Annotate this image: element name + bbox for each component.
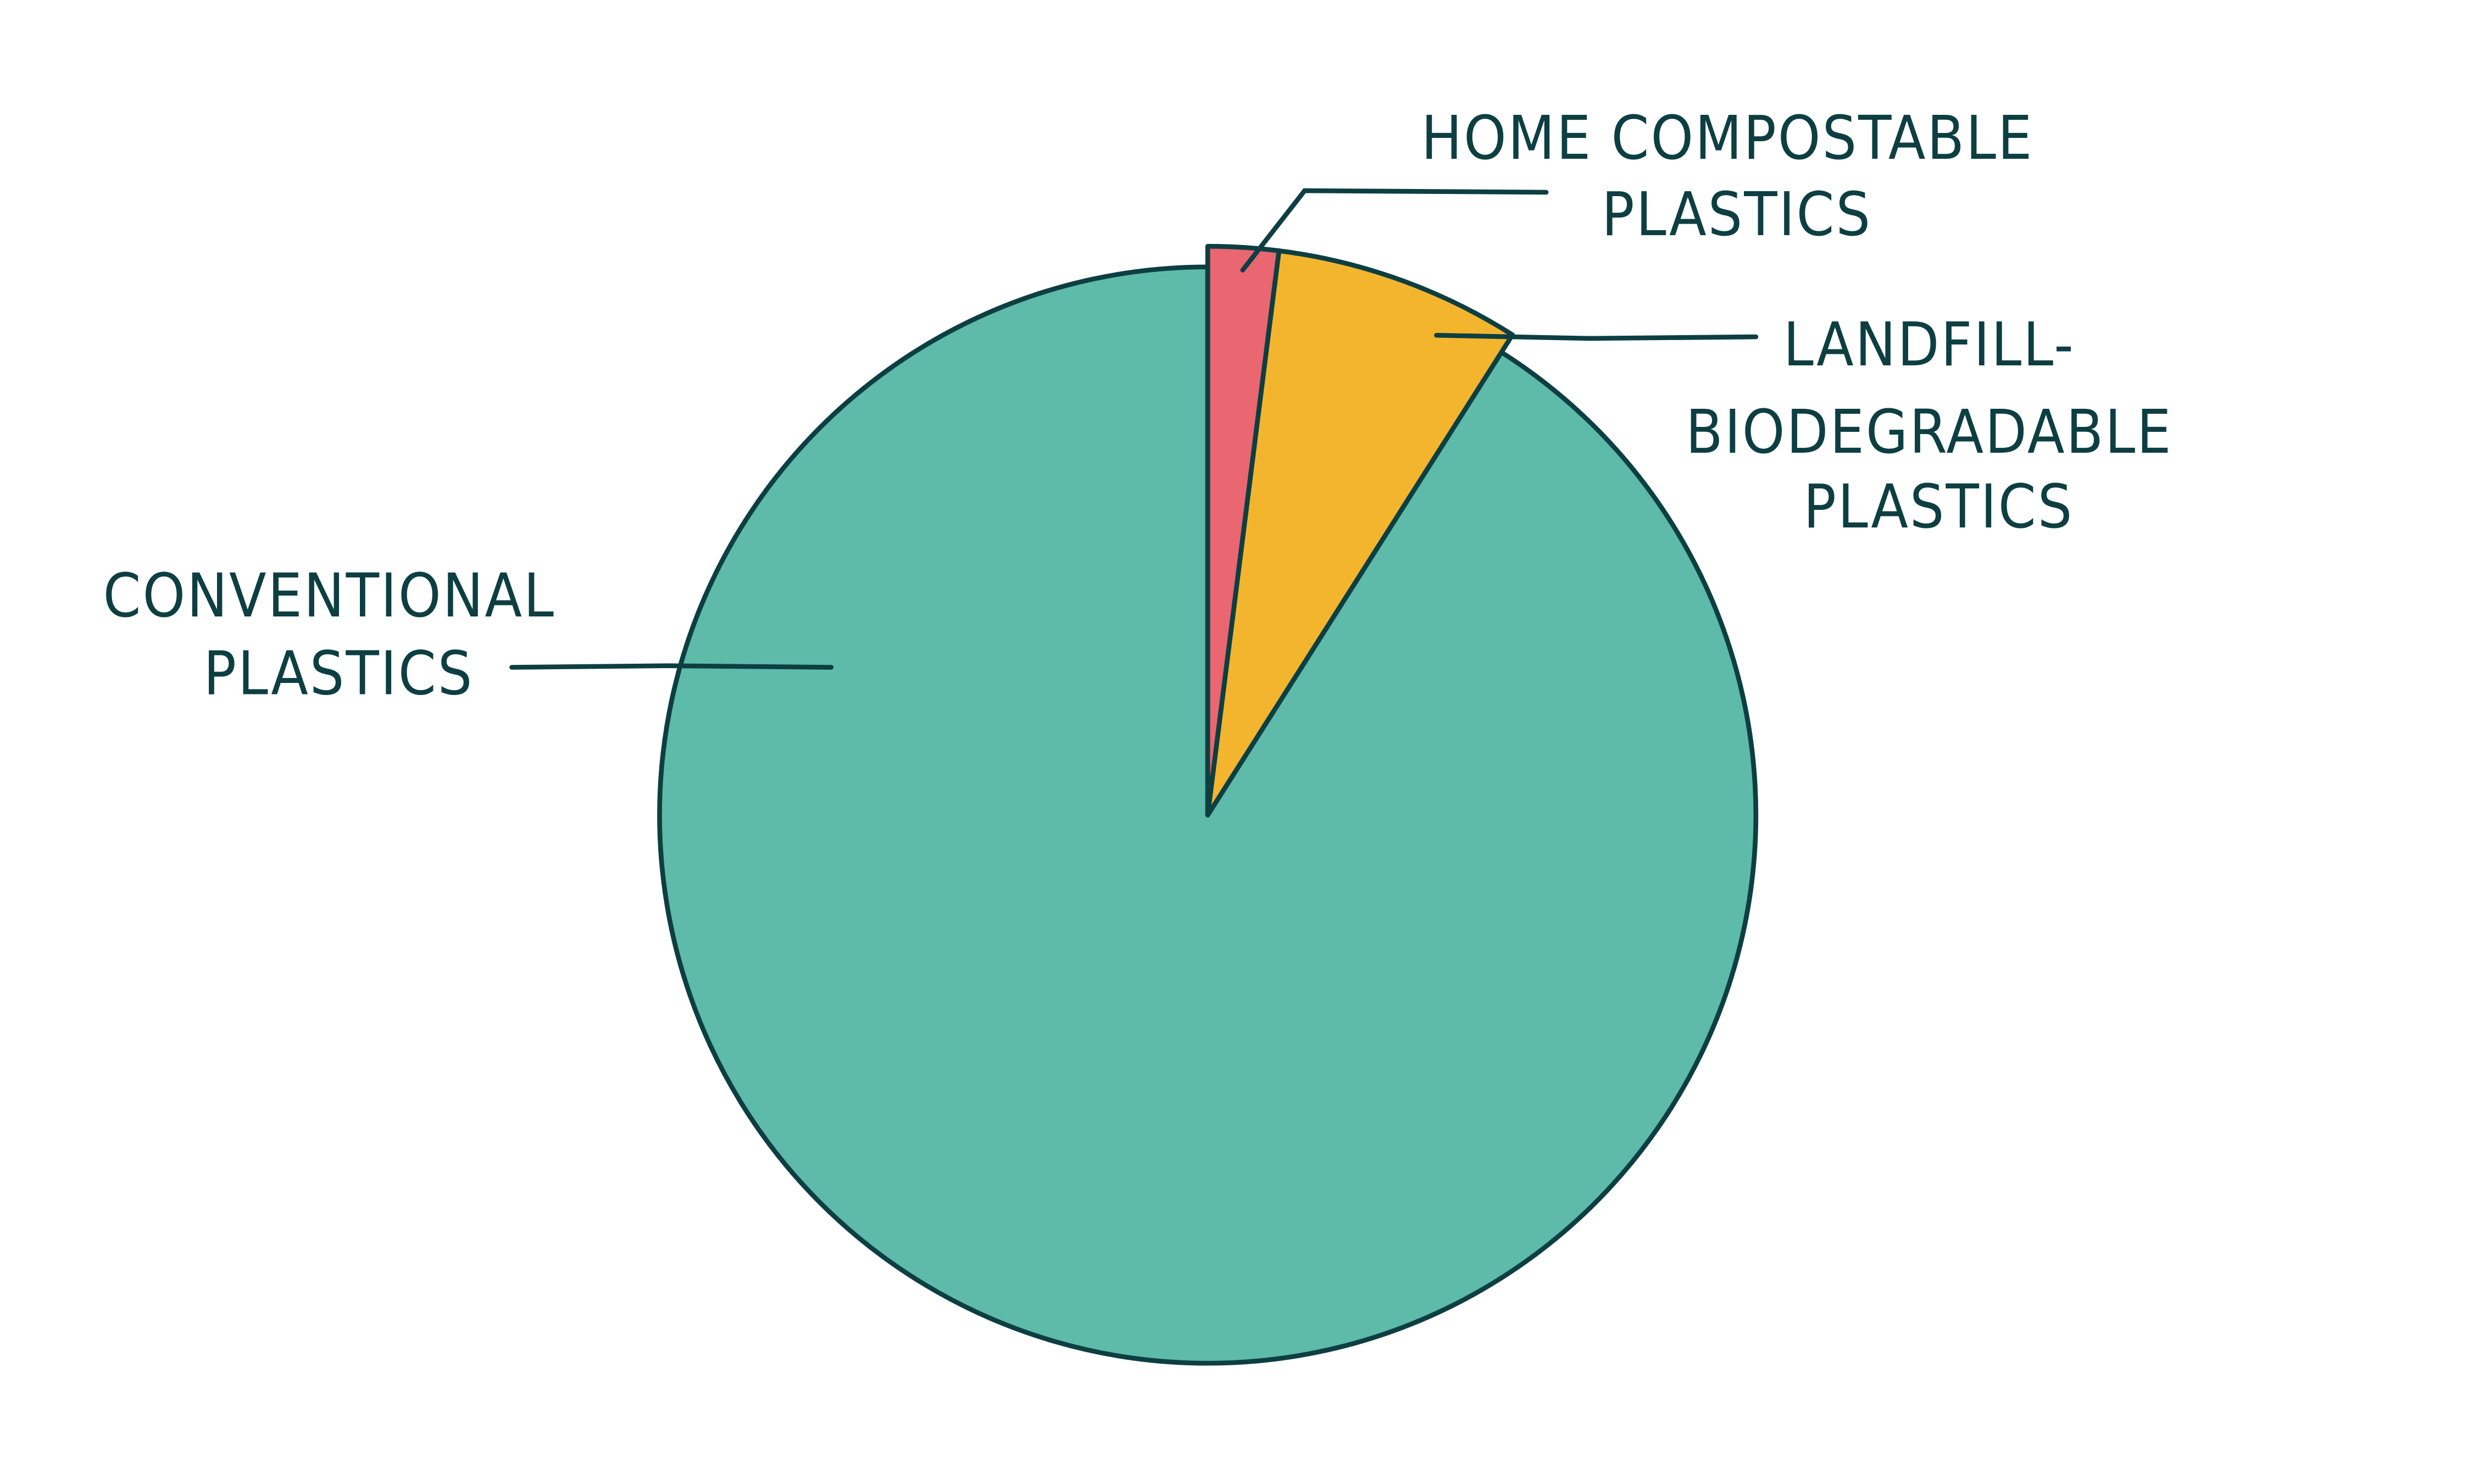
pie-slice-landfill-biodegradable-plastics [1205,248,1515,818]
label-landfill-biodegradable: LANDFILL- BIODEGRADABLE PLASTICS [1686,309,2192,542]
leader-line-landfill-biodegradable [1434,332,1759,341]
label-home-compostable: HOME COMPOSTABLE PLASTICS [1421,103,2053,249]
leader-line-home-compostable [1240,188,1549,273]
label-conventional: CONVENTIONAL PLASTICS [103,560,575,709]
leader-line-conventional [509,663,834,670]
